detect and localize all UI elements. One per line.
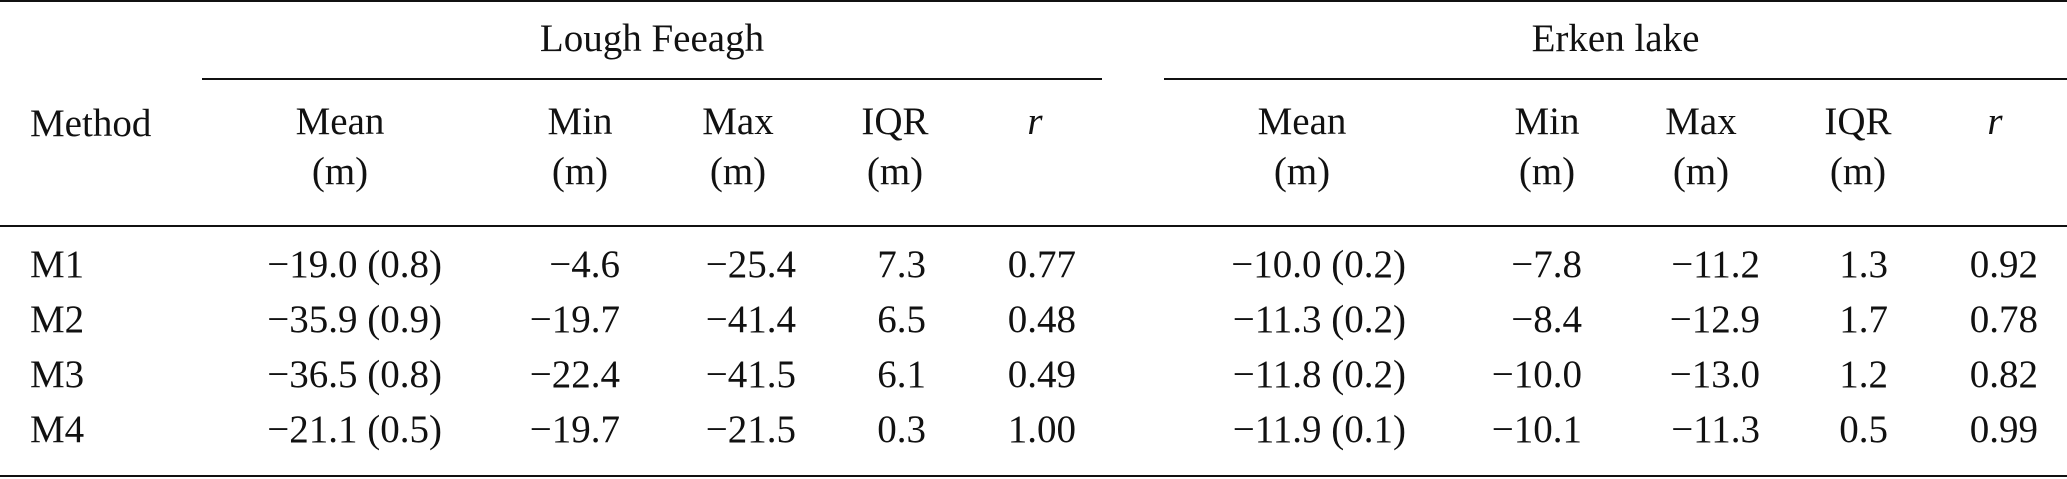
cell-feeagh-min: −4.6 bbox=[549, 243, 620, 286]
subheader-line2: (m) bbox=[709, 150, 767, 193]
top-rule bbox=[0, 0, 2067, 2]
method-header: Method bbox=[30, 102, 152, 145]
bottom-rule bbox=[0, 475, 2067, 477]
cell-erken-max: −11.2 bbox=[1671, 243, 1760, 286]
subheader-line1: Min bbox=[1514, 100, 1580, 143]
subheader-erken-max: Max (m) bbox=[1646, 97, 1756, 197]
cell-erken-iqr: 1.7 bbox=[1839, 298, 1888, 341]
subheader-line1: Max bbox=[702, 100, 774, 143]
group-title-erken: Erken lake bbox=[1531, 17, 1700, 60]
subheader-erken-min: Min (m) bbox=[1492, 97, 1602, 197]
subheader-line1: Mean bbox=[295, 100, 385, 143]
cell-erken-r: 0.78 bbox=[1969, 298, 2038, 341]
cell-feeagh-iqr: 7.3 bbox=[877, 243, 926, 286]
cell-feeagh-max: −21.5 bbox=[705, 408, 796, 451]
cell-erken-min: −7.8 bbox=[1511, 243, 1582, 286]
cell-feeagh-r: 0.77 bbox=[1007, 243, 1076, 286]
subheader-line1: r bbox=[1027, 100, 1043, 143]
cell-erken-min: −10.0 bbox=[1491, 353, 1582, 396]
cell-feeagh-iqr: 6.5 bbox=[877, 298, 926, 341]
subheader-line1: Min bbox=[547, 100, 613, 143]
subheader-feeagh-max: Max (m) bbox=[688, 97, 788, 197]
row-method: M1 bbox=[30, 243, 85, 286]
subheader-feeagh-mean: Mean (m) bbox=[260, 97, 420, 197]
cell-feeagh-min: −22.4 bbox=[529, 353, 620, 396]
cell-erken-r: 0.99 bbox=[1969, 408, 2038, 451]
cell-feeagh-min: −19.7 bbox=[529, 298, 620, 341]
subheader-erken-mean: Mean (m) bbox=[1222, 97, 1382, 197]
row-method: M2 bbox=[30, 298, 85, 341]
cell-erken-r: 0.82 bbox=[1969, 353, 2038, 396]
group-title-feeagh: Lough Feeagh bbox=[539, 17, 765, 60]
cell-feeagh-mean: −35.9 (0.9) bbox=[267, 298, 442, 341]
cell-erken-mean: −11.9 (0.1) bbox=[1232, 408, 1406, 451]
subheader-line1: r bbox=[1987, 100, 2003, 143]
subheader-erken-iqr: IQR (m) bbox=[1808, 97, 1908, 197]
cell-feeagh-mean: −36.5 (0.8) bbox=[267, 353, 442, 396]
cell-feeagh-iqr: 6.1 bbox=[877, 353, 926, 396]
cell-feeagh-r: 0.49 bbox=[1007, 353, 1076, 396]
cell-erken-mean: −10.0 (0.2) bbox=[1231, 243, 1406, 286]
group-rule-erken bbox=[1164, 78, 2067, 80]
cell-erken-mean: −11.3 (0.2) bbox=[1232, 298, 1406, 341]
subheader-line2: (m) bbox=[1672, 150, 1730, 193]
cell-erken-iqr: 0.5 bbox=[1839, 408, 1888, 451]
group-rule-feeagh bbox=[202, 78, 1102, 80]
cell-erken-max: −13.0 bbox=[1669, 353, 1760, 396]
subheader-feeagh-r: r bbox=[985, 97, 1085, 147]
cell-feeagh-mean: −19.0 (0.8) bbox=[267, 243, 442, 286]
subheader-line2: (m) bbox=[551, 150, 609, 193]
subheader-line1: IQR bbox=[861, 100, 929, 143]
subheader-line2: (m) bbox=[311, 150, 369, 193]
subheader-line2: (m) bbox=[1273, 150, 1331, 193]
row-method: M4 bbox=[30, 408, 85, 451]
cell-erken-max: −11.3 bbox=[1671, 408, 1760, 451]
subheader-feeagh-iqr: IQR (m) bbox=[845, 97, 945, 197]
cell-feeagh-r: 1.00 bbox=[1007, 408, 1076, 451]
row-method: M3 bbox=[30, 353, 85, 396]
cell-feeagh-max: −25.4 bbox=[705, 243, 796, 286]
cell-erken-min: −10.1 bbox=[1491, 408, 1582, 451]
cell-feeagh-min: −19.7 bbox=[529, 408, 620, 451]
cell-erken-mean: −11.8 (0.2) bbox=[1232, 353, 1406, 396]
cell-feeagh-r: 0.48 bbox=[1007, 298, 1076, 341]
cell-feeagh-iqr: 0.3 bbox=[877, 408, 926, 451]
subheader-line1: Max bbox=[1665, 100, 1737, 143]
cell-erken-iqr: 1.3 bbox=[1839, 243, 1888, 286]
subheader-line2: (m) bbox=[866, 150, 924, 193]
cell-erken-iqr: 1.2 bbox=[1839, 353, 1888, 396]
cell-feeagh-mean: −21.1 (0.5) bbox=[267, 408, 442, 451]
cell-feeagh-max: −41.4 bbox=[705, 298, 796, 341]
subheader-line2: (m) bbox=[1518, 150, 1576, 193]
cell-erken-r: 0.92 bbox=[1969, 243, 2038, 286]
subheader-line2: (m) bbox=[1829, 150, 1887, 193]
subheader-line1: IQR bbox=[1824, 100, 1892, 143]
cell-erken-min: −8.4 bbox=[1511, 298, 1582, 341]
cell-erken-max: −12.9 bbox=[1669, 298, 1760, 341]
header-rule bbox=[0, 225, 2067, 227]
subheader-erken-r: r bbox=[1945, 97, 2045, 147]
subheader-line1: Mean bbox=[1257, 100, 1347, 143]
cell-feeagh-max: −41.5 bbox=[705, 353, 796, 396]
subheader-feeagh-min: Min (m) bbox=[530, 97, 630, 197]
